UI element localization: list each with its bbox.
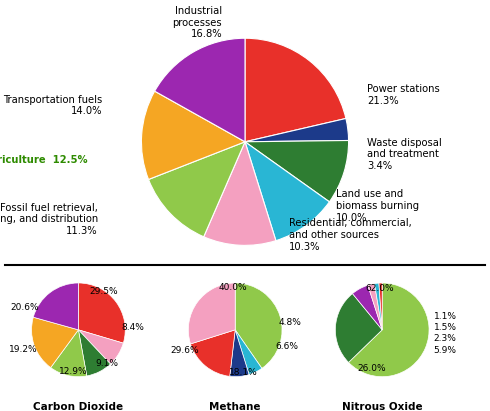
Wedge shape bbox=[31, 317, 78, 367]
Text: Fossil fuel retrieval,
processing, and distribution
11.3%: Fossil fuel retrieval, processing, and d… bbox=[0, 203, 98, 236]
Wedge shape bbox=[245, 118, 348, 142]
Text: Land use and
biomass burning
10.0%: Land use and biomass burning 10.0% bbox=[336, 189, 419, 223]
Wedge shape bbox=[50, 330, 87, 376]
Wedge shape bbox=[78, 330, 110, 376]
Wedge shape bbox=[230, 330, 249, 376]
Text: Nitrous Oxide: Nitrous Oxide bbox=[342, 402, 422, 411]
Wedge shape bbox=[245, 38, 346, 142]
Wedge shape bbox=[368, 284, 382, 330]
Text: Transportation fuels
14.0%: Transportation fuels 14.0% bbox=[3, 95, 102, 116]
Text: 26.0%: 26.0% bbox=[358, 364, 386, 373]
Wedge shape bbox=[235, 330, 262, 374]
Wedge shape bbox=[348, 283, 429, 376]
Wedge shape bbox=[352, 285, 382, 330]
Text: 62.0%: 62.0% bbox=[366, 284, 394, 293]
Text: 1.1%: 1.1% bbox=[434, 312, 457, 321]
Wedge shape bbox=[78, 283, 125, 343]
Text: 29.5%: 29.5% bbox=[90, 287, 119, 296]
Text: 19.2%: 19.2% bbox=[8, 345, 37, 354]
Text: Methane: Methane bbox=[209, 402, 261, 411]
Text: 5.9%: 5.9% bbox=[434, 346, 457, 355]
Text: Carbon Dioxide: Carbon Dioxide bbox=[33, 402, 123, 411]
Wedge shape bbox=[379, 283, 382, 330]
Wedge shape bbox=[78, 330, 123, 364]
Wedge shape bbox=[188, 283, 235, 344]
Text: Agriculture  12.5%: Agriculture 12.5% bbox=[0, 155, 88, 166]
Wedge shape bbox=[335, 293, 382, 363]
Text: 1.5%: 1.5% bbox=[434, 323, 457, 332]
Text: Residential, commercial,
and other sources
10.3%: Residential, commercial, and other sourc… bbox=[289, 218, 411, 252]
Text: Industrial
processes
16.8%: Industrial processes 16.8% bbox=[172, 6, 222, 39]
Text: Power stations
21.3%: Power stations 21.3% bbox=[367, 84, 440, 106]
Text: 20.6%: 20.6% bbox=[10, 303, 39, 312]
Wedge shape bbox=[245, 142, 329, 241]
Wedge shape bbox=[155, 38, 245, 142]
Text: Waste disposal
and treatment
3.4%: Waste disposal and treatment 3.4% bbox=[367, 138, 442, 171]
Wedge shape bbox=[204, 142, 276, 245]
Wedge shape bbox=[148, 142, 245, 237]
Text: 29.6%: 29.6% bbox=[170, 346, 198, 356]
Wedge shape bbox=[245, 141, 348, 202]
Text: 12.9%: 12.9% bbox=[59, 367, 88, 376]
Text: 18.1%: 18.1% bbox=[229, 368, 258, 377]
Text: 40.0%: 40.0% bbox=[219, 283, 247, 292]
Text: 6.6%: 6.6% bbox=[275, 342, 298, 351]
Wedge shape bbox=[235, 283, 282, 368]
Text: 9.1%: 9.1% bbox=[95, 359, 118, 368]
Wedge shape bbox=[142, 91, 245, 180]
Wedge shape bbox=[374, 283, 382, 330]
Text: 2.3%: 2.3% bbox=[434, 334, 457, 343]
Wedge shape bbox=[191, 330, 235, 376]
Text: 4.8%: 4.8% bbox=[278, 318, 301, 327]
Text: 8.4%: 8.4% bbox=[122, 323, 145, 332]
Wedge shape bbox=[33, 283, 78, 330]
